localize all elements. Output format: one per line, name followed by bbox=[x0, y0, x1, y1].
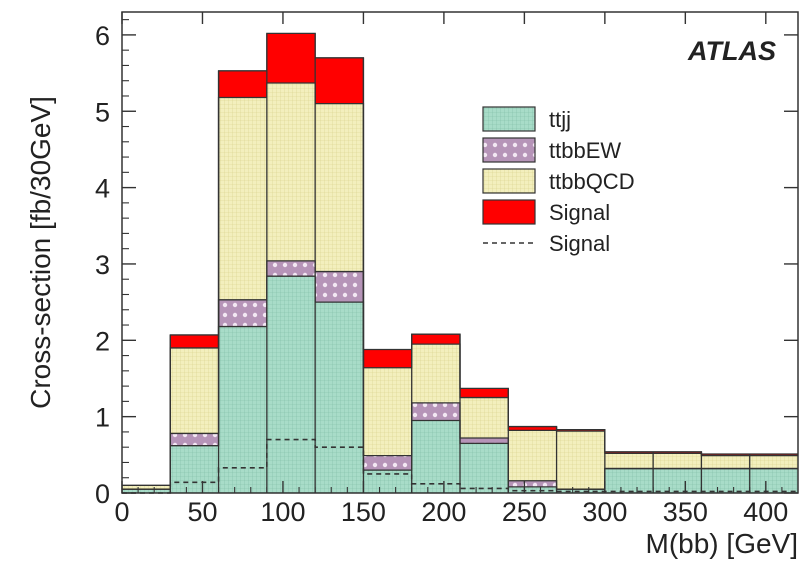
x-tick-label: 100 bbox=[260, 497, 305, 527]
bar-ttbbew bbox=[315, 271, 364, 303]
bar-signal bbox=[701, 454, 750, 456]
x-tick-label: 0 bbox=[114, 497, 129, 527]
x-tick-label: 150 bbox=[341, 497, 386, 527]
bar-ttjj bbox=[363, 470, 412, 493]
bar-ttbbqcd bbox=[508, 430, 557, 481]
bar-ttjj bbox=[315, 302, 364, 493]
experiment-tag: ATLAS bbox=[687, 36, 776, 66]
y-tick-label: 6 bbox=[95, 21, 110, 51]
bar-ttbbqcd bbox=[315, 103, 364, 272]
legend-label: ttbbEW bbox=[549, 138, 621, 163]
bar-ttbbqcd bbox=[701, 455, 750, 469]
bar-signal bbox=[653, 451, 702, 454]
bar-ttbbew bbox=[266, 260, 316, 277]
bar-signal bbox=[604, 451, 654, 454]
bar-signal bbox=[508, 426, 557, 431]
bar-ttjj bbox=[701, 468, 750, 493]
x-axis-title: M(bb) [GeV] bbox=[646, 528, 798, 559]
bar-ttbbew bbox=[170, 433, 219, 446]
bar-ttbbqcd bbox=[604, 453, 654, 469]
bar-ttbbew bbox=[411, 402, 460, 421]
bar-signal bbox=[170, 334, 219, 348]
signal-dashed-line bbox=[122, 438, 798, 494]
bar-signal bbox=[749, 454, 798, 456]
y-tick-label: 2 bbox=[95, 326, 110, 356]
y-tick-label: 4 bbox=[95, 174, 110, 204]
bar-ttjj bbox=[266, 276, 316, 493]
bar-signal bbox=[411, 334, 460, 345]
x-tick-label: 350 bbox=[663, 497, 708, 527]
legend-label: Signal bbox=[549, 200, 610, 225]
bar-ttbbqcd bbox=[460, 397, 509, 439]
bar-ttjj bbox=[556, 489, 605, 493]
bar-ttbbew bbox=[363, 455, 412, 471]
y-tick-label: 1 bbox=[95, 403, 110, 433]
y-axis-title: Cross-section [fb/30GeV] bbox=[25, 96, 56, 409]
bar-ttbbqcd bbox=[170, 347, 219, 434]
legend-swatch-signal bbox=[482, 199, 536, 225]
x-tick-label: 400 bbox=[743, 497, 788, 527]
bar-ttjj bbox=[460, 443, 509, 493]
x-tick-label: 50 bbox=[187, 497, 217, 527]
stack-outline-signal bbox=[122, 32, 798, 487]
bar-signal bbox=[460, 388, 509, 398]
legend-swatch-ttbbew bbox=[482, 137, 536, 163]
x-tick-label: 250 bbox=[502, 497, 547, 527]
bar-ttbbqcd bbox=[411, 344, 460, 403]
x-tick-label: 300 bbox=[582, 497, 627, 527]
bar-ttbbqcd bbox=[556, 431, 605, 490]
bar-ttbbqcd bbox=[266, 83, 316, 261]
y-tick-label: 0 bbox=[95, 479, 110, 509]
bar-ttbbew bbox=[508, 480, 557, 487]
bar-ttjj bbox=[122, 489, 171, 493]
stack-outline-ttbbqcd bbox=[122, 82, 798, 487]
ticks-layer: 0 50 100 150 200 250 300 350 400 0 1 2 3 4 5 6 bbox=[95, 12, 798, 527]
bar-signal bbox=[363, 349, 412, 368]
bar-ttbbew bbox=[460, 438, 509, 444]
bar-ttbbqcd bbox=[363, 367, 412, 456]
bar-signal bbox=[266, 33, 316, 84]
bar-ttjj bbox=[653, 468, 702, 493]
bar-signal bbox=[556, 429, 605, 432]
bar-signal bbox=[218, 70, 267, 98]
bar-ttbbqcd bbox=[653, 453, 702, 469]
legend-label: Signal bbox=[549, 231, 610, 256]
bar-ttbbew bbox=[218, 299, 267, 327]
bar-ttjj bbox=[170, 445, 219, 493]
bar-ttjj bbox=[749, 468, 798, 493]
bar-ttjj bbox=[218, 326, 267, 493]
x-tick-label: 200 bbox=[421, 497, 466, 527]
bars-layer bbox=[122, 32, 798, 493]
signal-line-layer bbox=[122, 438, 798, 494]
bar-ttbbqcd bbox=[218, 97, 267, 300]
legend: ttjj ttbbEW ttbbQCD Signal Signal bbox=[482, 106, 635, 256]
y-tick-label: 5 bbox=[95, 97, 110, 127]
bar-signal bbox=[315, 57, 364, 104]
y-tick-label: 3 bbox=[95, 250, 110, 280]
legend-swatch-ttbbqcd bbox=[482, 168, 536, 194]
bar-ttbbqcd bbox=[122, 485, 171, 490]
legend-swatch-ttjj bbox=[482, 106, 536, 132]
bar-ttjj bbox=[411, 420, 460, 493]
legend-label: ttjj bbox=[549, 107, 571, 132]
legend-label: ttbbQCD bbox=[549, 169, 635, 194]
bar-ttjj bbox=[604, 468, 654, 493]
bar-ttbbqcd bbox=[749, 455, 798, 469]
